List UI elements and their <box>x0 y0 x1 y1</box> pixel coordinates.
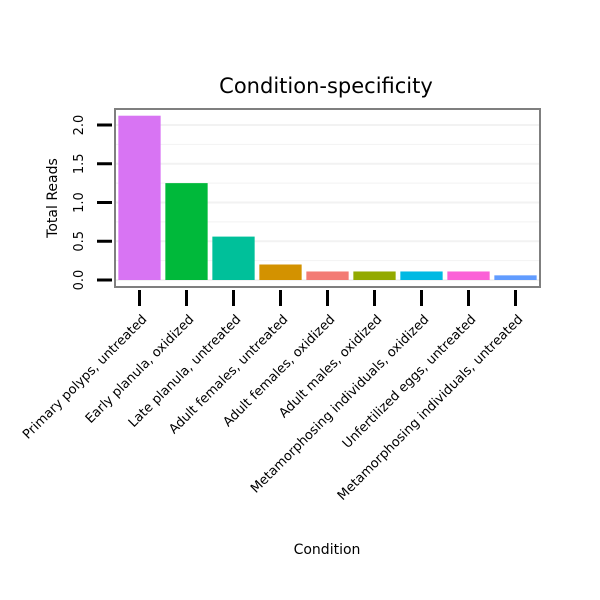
y-axis-label: Total Reads <box>45 158 61 239</box>
plot-frame <box>114 108 541 288</box>
y-tick-label: 0.0 <box>72 270 87 291</box>
x-tick-label: Metamorphosing individuals, oxidized <box>248 312 432 496</box>
bar <box>118 115 161 280</box>
x-axis-label: Condition <box>294 542 361 558</box>
bar <box>353 271 396 280</box>
bar <box>306 271 349 280</box>
y-tick-label: 1.0 <box>72 192 87 213</box>
bar <box>259 264 302 280</box>
bar <box>165 183 208 280</box>
bar <box>212 236 255 280</box>
bar <box>447 271 490 280</box>
chart-title: Condition-specificity <box>219 74 433 98</box>
y-tick-label: 0.5 <box>72 231 87 252</box>
y-tick-label: 1.5 <box>72 153 87 174</box>
y-tick-label: 2.0 <box>72 115 87 136</box>
bar <box>494 275 537 280</box>
bar <box>400 271 443 280</box>
